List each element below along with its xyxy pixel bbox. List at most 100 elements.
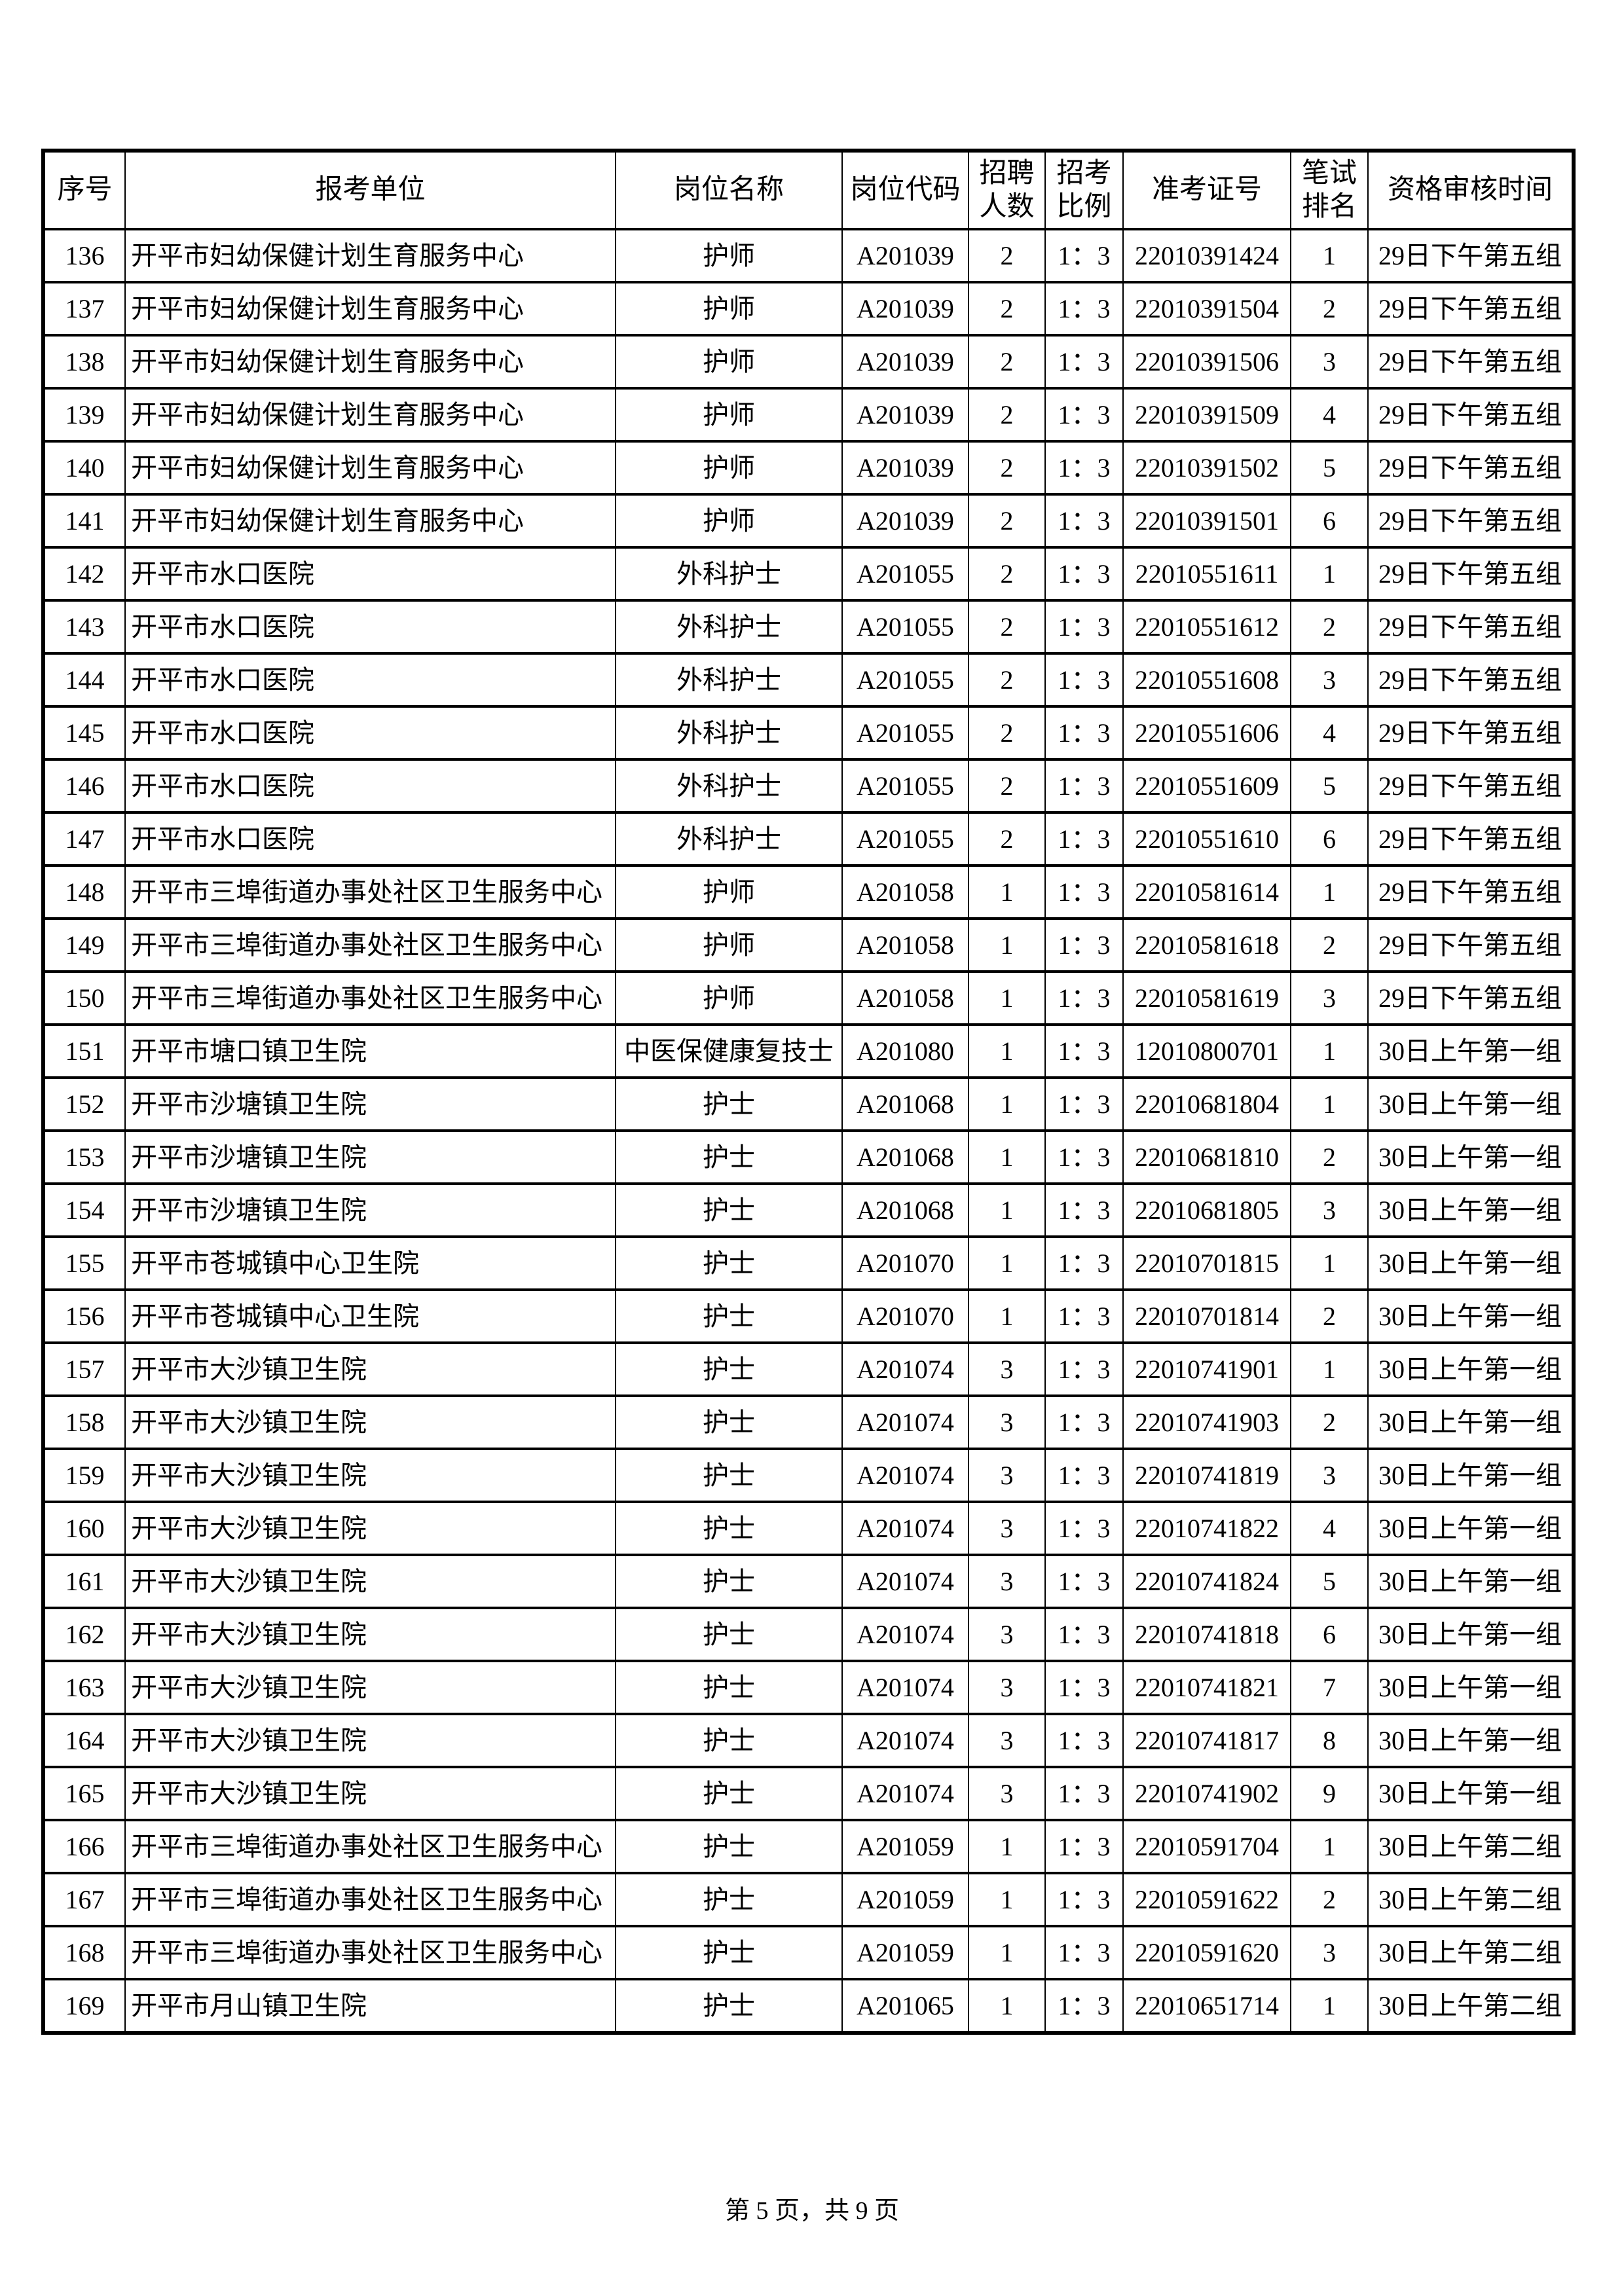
table-body: 136 开平市妇幼保健计划生育服务中心 护师 A201039 2 1：3 220103914… [43,228,1574,2034]
cell-unit: 开平市三埠街道办事处社区卫生服务中心 [124,1819,616,1874]
cell-position: 外科护士 [615,705,843,761]
cell-hires: 1 [968,1129,1046,1185]
cell-review-time: 30日上午第一组 [1367,1394,1574,1450]
cell-code: A201074 [841,1501,969,1556]
cell-ticket: 22010681805 [1122,1182,1291,1238]
cell-code: A201074 [841,1607,969,1662]
cell-ratio: 1：3 [1044,705,1124,761]
table-row: 164 开平市大沙镇卫生院 护士 A201074 3 1：3 22010741817 8 30日… [43,1713,1574,1768]
table-row: 159 开平市大沙镇卫生院 护士 A201074 3 1：3 22010741819 3 30日… [43,1448,1574,1503]
cell-unit: 开平市水口医院 [124,705,616,761]
table-row: 153 开平市沙塘镇卫生院 护士 A201068 1 1：3 22010681810 2 30日… [43,1129,1574,1185]
cell-rank: 2 [1290,1394,1369,1450]
cell-review-time: 29日下午第五组 [1367,440,1574,496]
cell-rank: 2 [1290,281,1369,337]
cell-review-time: 30日上午第一组 [1367,1129,1574,1185]
cell-code: A201074 [841,1341,969,1397]
cell-position: 护士 [615,1235,843,1291]
cell-review-time: 30日上午第一组 [1367,1713,1574,1768]
cell-ratio: 1：3 [1044,1925,1124,1980]
cell-hires: 1 [968,970,1046,1026]
cell-hires: 2 [968,281,1046,337]
cell-hires: 3 [968,1766,1046,1821]
table-row: 150 开平市三埠街道办事处社区卫生服务中心 护师 A201058 1 1：3 220105… [43,970,1574,1026]
cell-hires: 3 [968,1394,1046,1450]
table-row: 160 开平市大沙镇卫生院 护士 A201074 3 1：3 22010741822 4 30日… [43,1501,1574,1556]
cell-position: 外科护士 [615,546,843,602]
cell-ticket: 22010581619 [1122,970,1291,1026]
cell-code: A201074 [841,1554,969,1609]
cell-unit: 开平市苍城镇中心卫生院 [124,1288,616,1344]
cell-code: A201055 [841,546,969,602]
cell-ticket: 22010581614 [1122,864,1291,920]
cell-ticket: 22010391504 [1122,281,1291,337]
cell-review-time: 30日上午第一组 [1367,1235,1574,1291]
cell-ticket: 22010681804 [1122,1076,1291,1132]
cell-hires: 3 [968,1660,1046,1715]
cell-serial: 150 [43,970,126,1026]
cell-rank: 1 [1290,1076,1369,1132]
cell-hires: 1 [968,1978,1046,2034]
cell-code: A201080 [841,1023,969,1079]
cell-code: A201068 [841,1182,969,1238]
cell-rank: 4 [1290,387,1369,443]
cell-position: 护师 [615,917,843,973]
cell-ratio: 1：3 [1044,1341,1124,1397]
cell-serial: 162 [43,1607,126,1662]
cell-hires: 2 [968,228,1046,283]
cell-rank: 2 [1290,599,1369,655]
table-row: 157 开平市大沙镇卫生院 护士 A201074 3 1：3 22010741901 1 30日… [43,1341,1574,1397]
cell-serial: 143 [43,599,126,655]
cell-ratio: 1：3 [1044,546,1124,602]
cell-position: 外科护士 [615,811,843,867]
cell-review-time: 30日上午第一组 [1367,1660,1574,1715]
cell-review-time: 30日上午第一组 [1367,1501,1574,1556]
cell-code: A201055 [841,652,969,708]
cell-ticket: 22010591620 [1122,1925,1291,1980]
cell-ticket: 22010741821 [1122,1660,1291,1715]
cell-serial: 166 [43,1819,126,1874]
cell-unit: 开平市大沙镇卫生院 [124,1660,616,1715]
cell-serial: 151 [43,1023,126,1079]
cell-rank: 5 [1290,758,1369,814]
cell-unit: 开平市妇幼保健计划生育服务中心 [124,281,616,337]
cell-review-time: 30日上午第一组 [1367,1341,1574,1397]
cell-rank: 2 [1290,1288,1369,1344]
cell-review-time: 30日上午第一组 [1367,1607,1574,1662]
cell-review-time: 30日上午第一组 [1367,1023,1574,1079]
cell-ticket: 22010391501 [1122,493,1291,549]
cell-rank: 6 [1290,493,1369,549]
header-review-time: 资格审核时间 [1367,149,1574,230]
cell-review-time: 30日上午第二组 [1367,1872,1574,1927]
cell-ticket: 22010741824 [1122,1554,1291,1609]
cell-ticket: 22010391509 [1122,387,1291,443]
table-row: 136 开平市妇幼保健计划生育服务中心 护师 A201039 2 1：3 220103914… [43,228,1574,283]
cell-position: 护师 [615,440,843,496]
cell-rank: 3 [1290,1182,1369,1238]
cell-ratio: 1：3 [1044,1076,1124,1132]
cell-code: A201074 [841,1766,969,1821]
cell-hires: 1 [968,1872,1046,1927]
cell-unit: 开平市大沙镇卫生院 [124,1607,616,1662]
cell-hires: 1 [968,1235,1046,1291]
cell-code: A201058 [841,864,969,920]
cell-rank: 3 [1290,1448,1369,1503]
cell-code: A201039 [841,493,969,549]
cell-review-time: 30日上午第二组 [1367,1978,1574,2034]
cell-code: A201074 [841,1448,969,1503]
cell-rank: 1 [1290,1819,1369,1874]
cell-rank: 3 [1290,970,1369,1026]
cell-ratio: 1：3 [1044,652,1124,708]
cell-rank: 6 [1290,811,1369,867]
table-row: 156 开平市苍城镇中心卫生院 护士 A201070 1 1：3 22010701814 2 3… [43,1288,1574,1344]
cell-rank: 6 [1290,1607,1369,1662]
cell-ticket: 22010681810 [1122,1129,1291,1185]
cell-ticket: 22010551610 [1122,811,1291,867]
cell-ratio: 1：3 [1044,1129,1124,1185]
cell-position: 护士 [615,1872,843,1927]
cell-unit: 开平市沙塘镇卫生院 [124,1129,616,1185]
cell-review-time: 29日下午第五组 [1367,546,1574,602]
cell-serial: 152 [43,1076,126,1132]
cell-ratio: 1：3 [1044,1660,1124,1715]
cell-ratio: 1：3 [1044,1872,1124,1927]
